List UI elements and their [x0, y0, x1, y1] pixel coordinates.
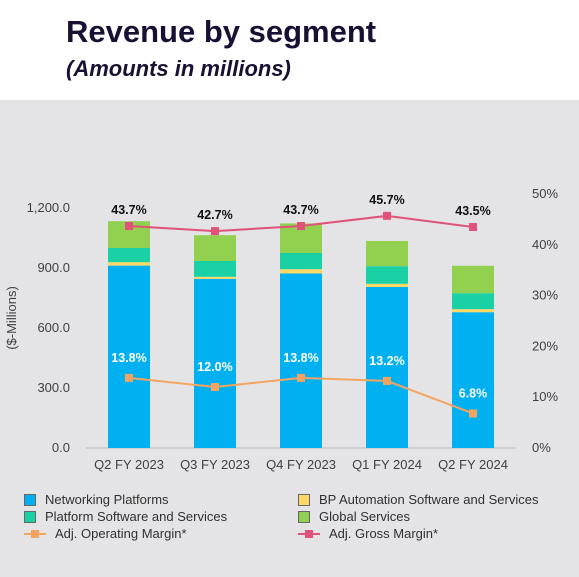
- bar-platform-software-and-services: [108, 248, 150, 263]
- y-tick-label: 0.0: [52, 440, 70, 455]
- x-tick-label: Q3 FY 2023: [180, 457, 250, 472]
- data-label: 6.8%: [459, 386, 488, 400]
- page-subtitle: (Amounts in millions): [66, 56, 291, 81]
- line-marker: [297, 373, 305, 382]
- y-tick-label: 600.0: [37, 320, 70, 335]
- line-marker: [125, 222, 133, 231]
- line-marker: [125, 373, 133, 382]
- x-tick-label: Q2 FY 2023: [94, 457, 164, 472]
- bar-platform-software-and-services: [366, 266, 408, 284]
- data-label: 45.7%: [369, 193, 404, 207]
- bar-networking-platforms: [452, 312, 494, 448]
- line-marker: [383, 211, 391, 220]
- data-label: 12.0%: [197, 360, 232, 374]
- y2-tick-label: 10%: [532, 389, 558, 404]
- data-label: 42.7%: [197, 208, 232, 222]
- y2-tick-label: 0%: [532, 440, 551, 455]
- data-label: 43.7%: [283, 203, 318, 217]
- data-label: 43.7%: [111, 203, 146, 217]
- bar-networking-platforms: [280, 273, 322, 448]
- bar-bp-automation-software-and-services: [108, 262, 150, 266]
- data-label: 43.5%: [455, 204, 490, 218]
- bar-networking-platforms: [366, 287, 408, 448]
- bar-bp-automation-software-and-services: [194, 276, 236, 279]
- x-tick-label: Q4 FY 2023: [266, 457, 336, 472]
- data-label: 13.8%: [283, 351, 318, 365]
- x-tick-label: Q1 FY 2024: [352, 457, 422, 472]
- header: Revenue by segment (Amounts in millions): [0, 0, 579, 100]
- y2-tick-label: 40%: [532, 237, 558, 252]
- line-marker: [297, 222, 305, 231]
- bar-global-services: [452, 265, 494, 294]
- data-label: 13.2%: [369, 354, 404, 368]
- bar-platform-software-and-services: [280, 253, 322, 270]
- page-title: Revenue by segment: [66, 14, 377, 49]
- bar-bp-automation-software-and-services: [452, 309, 494, 313]
- bar-bp-automation-software-and-services: [280, 269, 322, 274]
- bar-platform-software-and-services: [194, 261, 236, 277]
- x-tick-label: Q2 FY 2024: [438, 457, 508, 472]
- y2-tick-label: 20%: [532, 338, 558, 353]
- bar-platform-software-and-services: [452, 293, 494, 310]
- bar-global-services: [366, 241, 408, 267]
- y-tick-label: 1,200.0: [27, 200, 70, 215]
- line-marker: [469, 223, 477, 232]
- y-tick-label: 300.0: [37, 380, 70, 395]
- bar-networking-platforms: [108, 265, 150, 448]
- y-tick-label: 900.0: [37, 260, 70, 275]
- line-marker: [383, 376, 391, 385]
- y2-tick-label: 30%: [532, 288, 558, 303]
- bar-networking-platforms: [194, 278, 236, 448]
- bar-global-services: [194, 235, 236, 261]
- line-marker: [211, 227, 219, 236]
- bar-bp-automation-software-and-services: [366, 283, 408, 287]
- data-label: 13.8%: [111, 351, 146, 365]
- y2-tick-label: 50%: [532, 186, 558, 201]
- line-marker: [211, 383, 219, 392]
- line-marker: [469, 409, 477, 418]
- y-axis-label: ($-Millions): [4, 286, 19, 350]
